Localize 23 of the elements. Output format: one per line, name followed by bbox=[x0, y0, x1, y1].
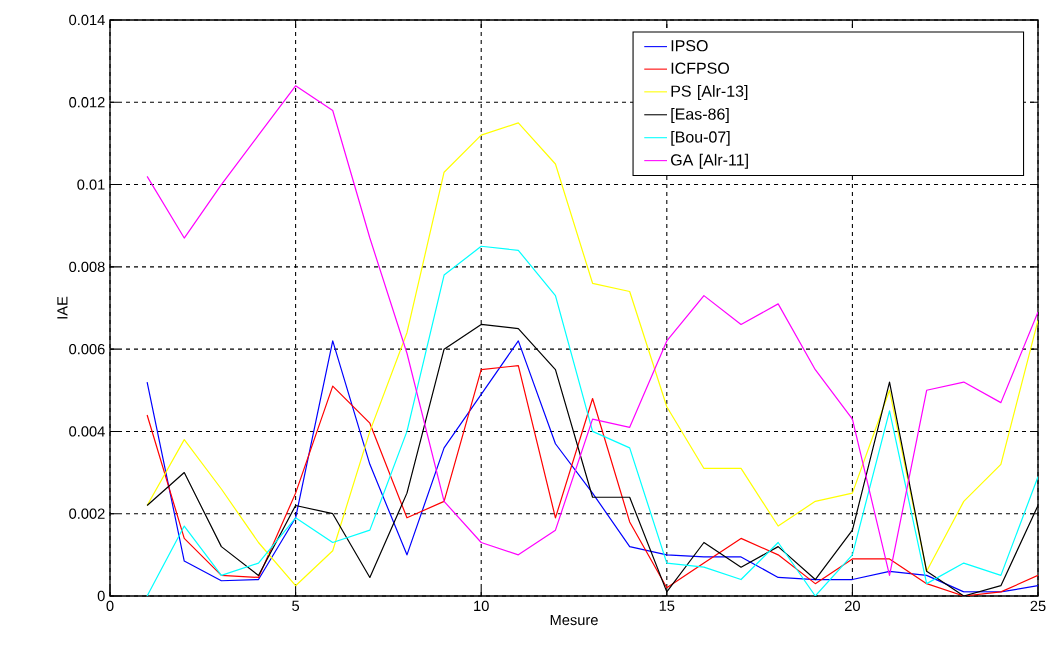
y-tick-label: 0 bbox=[97, 590, 105, 602]
x-tick-label: 5 bbox=[292, 600, 300, 611]
legend-label: ICFPSO bbox=[671, 62, 730, 74]
legend-label: IPSO bbox=[671, 40, 708, 52]
legend-label: [Bou-07] bbox=[671, 130, 730, 146]
x-tick-label: 0 bbox=[106, 600, 114, 612]
y-tick-label: 0.014 bbox=[69, 14, 105, 26]
legend-label: [Eas-86] bbox=[671, 107, 729, 123]
y-tick-label: 0.01 bbox=[77, 179, 105, 190]
y-tick-label: 0.008 bbox=[69, 261, 105, 273]
legend-label: PS [Alr-13] bbox=[671, 85, 748, 100]
y-tick-label: 0.002 bbox=[69, 508, 105, 519]
y-tick-label: 0.012 bbox=[69, 97, 105, 108]
x-tick-label: 10 bbox=[474, 600, 489, 612]
y-tick-label: 0.004 bbox=[69, 426, 105, 437]
x-tick-label: 25 bbox=[1030, 600, 1046, 612]
x-tick-label: 20 bbox=[844, 600, 860, 612]
x-tick-label: 15 bbox=[659, 600, 675, 611]
y-axis-title: IAE bbox=[57, 296, 68, 319]
x-axis-title: Mesure bbox=[550, 614, 598, 626]
line-series bbox=[146, 245, 1039, 596]
y-tick-label: 0.006 bbox=[69, 343, 105, 355]
legend-label: GA [Alr-11] bbox=[671, 153, 748, 169]
